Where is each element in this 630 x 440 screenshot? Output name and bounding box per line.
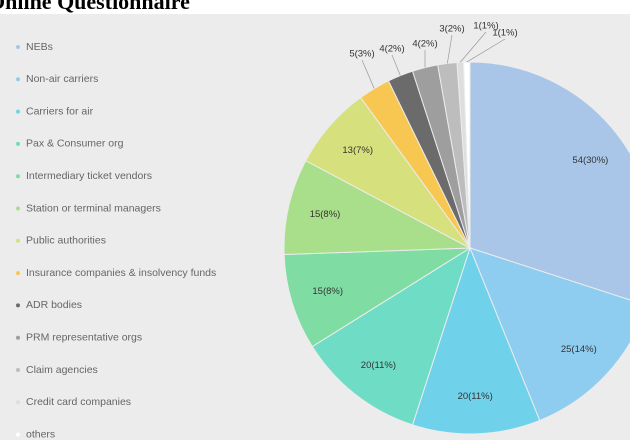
legend-label: Carriers for air xyxy=(26,105,94,117)
legend-marker xyxy=(16,303,20,308)
pie-slice xyxy=(311,246,471,426)
pie-slice xyxy=(283,247,472,348)
legend-marker xyxy=(16,174,20,179)
legend-marker xyxy=(16,368,20,372)
legend-marker xyxy=(16,432,20,437)
legend-marker xyxy=(16,271,20,276)
legend-marker xyxy=(16,238,20,243)
legend-marker xyxy=(16,77,20,82)
legend-label: PRM representative orgs xyxy=(26,331,142,343)
value-label: 4(2%) xyxy=(412,39,437,50)
pie-slice xyxy=(283,160,472,256)
value-label: 20(11%) xyxy=(458,391,493,402)
legend-label: ADR bodies xyxy=(26,299,82,311)
legend-marker xyxy=(16,335,20,340)
pie-slice xyxy=(469,61,630,301)
legend-label: Credit card companies xyxy=(26,396,131,408)
value-label: 1(1%) xyxy=(473,21,498,32)
pie-slice xyxy=(469,247,630,422)
legend-label: NEBs xyxy=(26,41,53,53)
legend-marker xyxy=(16,141,20,146)
legend-label: Claim agencies xyxy=(26,364,98,376)
legend-label: Pax & Consumer org xyxy=(26,138,124,150)
legend-label: Intermediary ticket vendors xyxy=(26,170,152,182)
leader-line xyxy=(446,34,453,64)
chart-title: Online Questionnaire xyxy=(0,0,190,14)
value-label: 25(14%) xyxy=(561,344,597,355)
legend-label: Public authorities xyxy=(26,235,106,247)
legend-marker xyxy=(16,206,20,211)
legend-marker xyxy=(16,400,20,405)
value-label: 5(3%) xyxy=(349,49,374,60)
value-label: 1(1%) xyxy=(492,28,517,39)
leader-line xyxy=(391,54,401,76)
value-label: 20(11%) xyxy=(361,360,396,371)
pie-slice xyxy=(411,246,541,435)
value-label: 54(30%) xyxy=(572,155,608,166)
legend-label: Non-air carriers xyxy=(26,73,98,85)
value-label: 13(7%) xyxy=(342,145,373,156)
legend-marker xyxy=(16,109,20,114)
leader-line xyxy=(361,59,375,89)
legend-label: Insurance companies & insolvency funds xyxy=(26,267,216,279)
legend-label: Station or terminal managers xyxy=(26,202,161,214)
value-label: 4(2%) xyxy=(379,44,404,55)
value-label: 15(8%) xyxy=(312,286,343,297)
legend-label: others xyxy=(26,428,55,440)
value-label: 3(2%) xyxy=(439,24,464,35)
legend-marker xyxy=(16,45,20,49)
leader-line xyxy=(459,31,487,63)
leader-line xyxy=(466,38,506,63)
value-label: 15(8%) xyxy=(310,209,341,220)
